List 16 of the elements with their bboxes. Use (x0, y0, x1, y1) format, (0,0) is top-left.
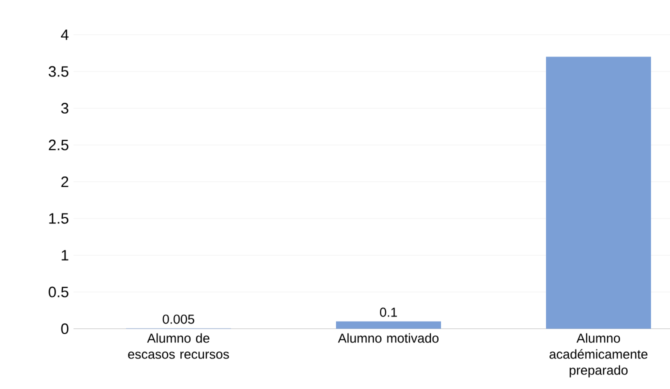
x-tick-label: Alumno motivado (338, 333, 439, 343)
y-tick-label: 2.5 (48, 140, 68, 150)
y-tick-label: 1.5 (49, 213, 68, 224)
y-tick-label: 1 (62, 250, 68, 260)
bar (546, 56, 652, 329)
x-tick-label: Alumno de escasos recursos (128, 333, 229, 359)
y-tick-label: 0.5 (48, 286, 68, 298)
y-tick-label: 3 (61, 102, 68, 114)
y-tick-label: 3.5 (48, 66, 68, 77)
data-label: 0.005 (162, 314, 194, 324)
y-tick-label: 2 (61, 176, 68, 187)
bar (336, 321, 442, 329)
y-tick-label: 4 (60, 30, 69, 40)
y-tick-label: 0 (61, 323, 68, 334)
data-label: 0.1 (380, 308, 397, 317)
x-tick-label: Alumno académicamente preparado (550, 333, 648, 378)
